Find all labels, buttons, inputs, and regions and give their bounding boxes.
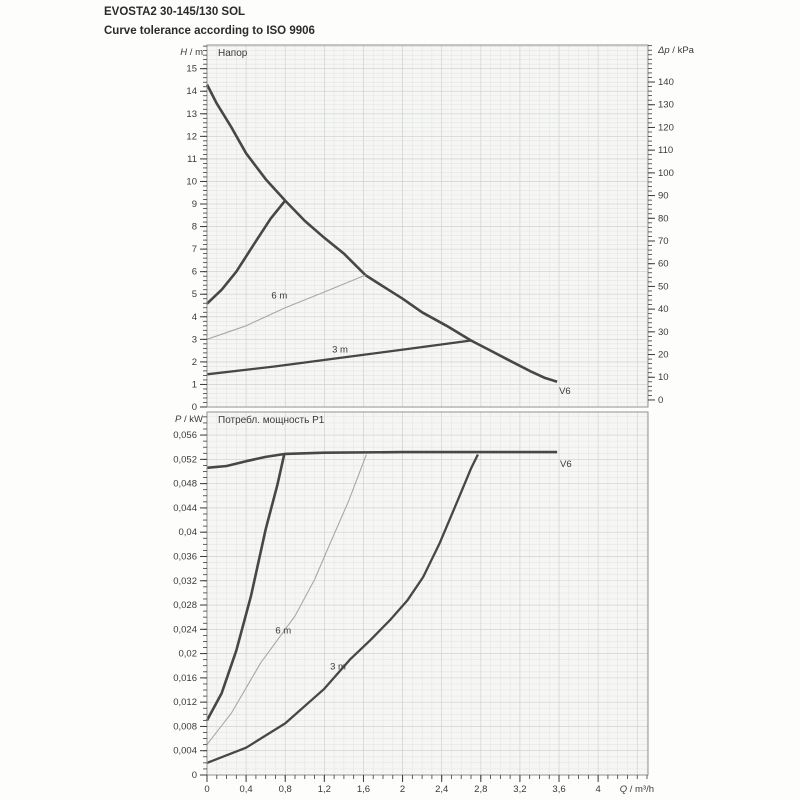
head-right-tick-label: 140 (658, 77, 674, 88)
head-right-tick-label: 30 (658, 327, 669, 338)
power-ytick-label: 0,056 (173, 430, 197, 441)
head-right-tick-label: 110 (658, 145, 673, 156)
power-ytick-label: 0 (192, 770, 197, 781)
page-title: EVOSTA2 30-145/130 SOL (104, 6, 246, 18)
curve-6m-power (206, 454, 367, 745)
head-right-tick-label: 120 (658, 122, 674, 133)
power-xtick-label: 1,2 (318, 784, 331, 795)
head-right-axis-label: Δp / kPa (657, 45, 695, 56)
power-ytick-label: 0,028 (173, 600, 197, 611)
power-axis-left: 0 0,004 0,008 0,012 0,016 0,02 0,024 0,028 0,032… (173, 416, 207, 781)
head-chart-title: Напор (218, 48, 248, 59)
head-ytick-label: 0 (192, 402, 197, 413)
curve-v6-power-label: V6 (560, 459, 572, 470)
power-xtick-label: 2,8 (474, 784, 487, 795)
power-ytick-label: 0,04 (179, 527, 198, 538)
power-xtick-label: 0,8 (279, 784, 292, 795)
head-ytick-label: 11 (187, 154, 197, 165)
power-xtick-label: 0 (204, 784, 209, 795)
curve-3m-power (206, 453, 479, 764)
power-ytick-label: 0,004 (173, 746, 197, 757)
head-right-tick-label: 10 (658, 372, 669, 383)
power-xtick-label: 3,6 (552, 784, 565, 795)
curve-3m-head-label: 3 m (332, 344, 348, 355)
head-right-tick-label: 40 (658, 304, 669, 315)
head-ytick-label: 6 (192, 267, 197, 278)
head-right-tick-label: 0 (658, 395, 663, 406)
curve-v6-power (206, 450, 558, 470)
head-ytick-label: 3 (192, 334, 197, 345)
power-ytick-label: 0,02 (179, 649, 198, 660)
page-subtitle: Curve tolerance according to ISO 9906 (104, 25, 315, 37)
power-ytick-label: 0,024 (173, 624, 197, 635)
head-ytick-label: 9 (192, 199, 197, 210)
head-ytick-label: 1 (192, 379, 197, 390)
curve-setpoint-max-power (205, 454, 286, 722)
curve-6m-power-label: 6 m (275, 626, 291, 637)
head-right-tick-label: 90 (658, 191, 669, 202)
head-ytick-label: 4 (192, 312, 197, 323)
head-right-tick-label: 50 (658, 281, 669, 292)
head-ytick-label: 8 (192, 222, 197, 233)
head-left-axis-label: H / m (180, 47, 203, 58)
head-right-tick-label: 70 (658, 236, 669, 247)
head-right-tick-label: 100 (658, 168, 674, 179)
power-left-axis-label: P / kW (175, 414, 203, 425)
curve-6m-head (206, 274, 366, 340)
head-ytick-label: 13 (186, 109, 197, 120)
power-ytick-label: 0,044 (173, 503, 197, 514)
head-right-tick-label: 130 (658, 100, 674, 111)
power-chart: 0 0,004 0,008 0,012 0,016 0,02 0,024 0,028 0,032… (173, 411, 654, 795)
power-x-axis-label: Q / m³/h (620, 784, 654, 795)
head-plot-border (206, 44, 649, 408)
power-chart-title: Потребл. мощность P1 (218, 414, 325, 426)
head-right-tick-label: 80 (658, 213, 669, 224)
power-xtick-label: 0,4 (240, 784, 253, 795)
power-axis-bottom: 0 0,4 0,8 1,2 1,6 2 2,4 2,8 3,2 3,6 4 (204, 775, 648, 795)
power-plot-border (206, 411, 649, 776)
curve-3m-head (206, 339, 472, 376)
head-ytick-label: 10 (186, 176, 197, 187)
power-xtick-label: 1,6 (357, 784, 370, 795)
head-ytick-label: 15 (186, 64, 197, 75)
curve-setpoint-max-head (206, 199, 287, 305)
curve-v6-head-label: V6 (559, 386, 571, 397)
head-ytick-label: 12 (186, 131, 197, 142)
head-ytick-label: 14 (186, 86, 197, 97)
head-ytick-label: 5 (192, 289, 197, 300)
power-xtick-label: 2 (400, 784, 405, 795)
power-xtick-label: 4 (595, 784, 600, 795)
power-ytick-label: 0,016 (173, 673, 197, 684)
power-ytick-label: 0,052 (173, 454, 197, 465)
head-right-tick-label: 20 (658, 350, 669, 361)
power-xtick-label: 3,2 (513, 784, 526, 795)
curve-v6-head (205, 83, 558, 383)
head-right-tick-label: 60 (658, 259, 669, 270)
curve-6m-head-label: 6 m (271, 290, 287, 301)
head-ytick-label: 7 (192, 244, 197, 255)
power-ytick-label: 0,048 (173, 479, 197, 490)
curve-3m-power-label: 3 m (330, 661, 346, 672)
head-ytick-label: 2 (192, 357, 197, 368)
head-axis-right: 0 10 20 30 40 50 60 70 80 90 100 110 120 130 140 (648, 45, 674, 406)
power-xtick-label: 2,4 (435, 784, 448, 795)
power-ytick-label: 0,008 (173, 721, 197, 732)
power-grid (207, 412, 648, 775)
power-ytick-label: 0,012 (173, 697, 197, 708)
head-grid (207, 45, 648, 407)
power-ytick-label: 0,036 (173, 551, 197, 562)
power-ytick-label: 0,032 (173, 576, 197, 587)
